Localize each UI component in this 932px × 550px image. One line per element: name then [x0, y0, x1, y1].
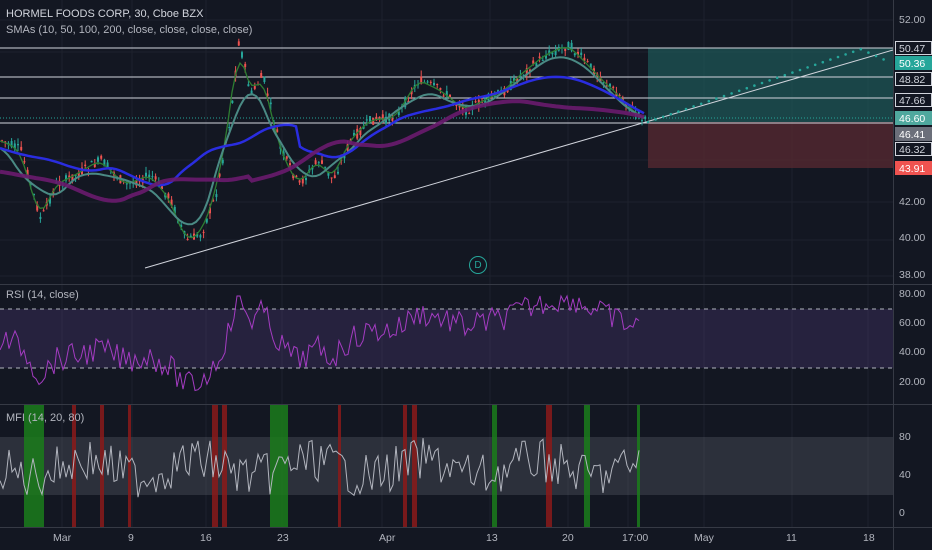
- time-tick: Apr: [379, 532, 396, 544]
- mfi-legend[interactable]: MFI (14, 20, 80): [6, 412, 85, 424]
- trendline[interactable]: [144, 49, 894, 269]
- price-tag: 50.36: [895, 56, 932, 70]
- mfi-tick: 40: [899, 469, 911, 481]
- sma-legend[interactable]: SMAs (10, 50, 100, 200, close, close, cl…: [6, 24, 253, 36]
- time-tick: 23: [277, 532, 289, 544]
- dividend-badge[interactable]: D: [469, 256, 487, 274]
- price-tick: 42.00: [899, 196, 926, 208]
- long-stop-zone[interactable]: [648, 122, 893, 168]
- price-tag: 46.41: [895, 127, 932, 141]
- price-tag: 43.91: [895, 161, 932, 175]
- time-tick: 9: [128, 532, 134, 544]
- time-tick: 17:00: [622, 532, 649, 544]
- projection-dots: [646, 47, 885, 124]
- rsi-tick: 80.00: [899, 288, 926, 300]
- time-tick: Mar: [53, 532, 72, 544]
- time-tick: 11: [786, 532, 797, 544]
- time-tick: 20: [562, 532, 574, 544]
- rsi-tick: 20.00: [899, 376, 926, 388]
- price-tag: 46.60: [895, 111, 932, 125]
- mfi-line: [0, 438, 640, 498]
- sma-lines: [0, 46, 645, 239]
- rsi-tick: 60.00: [899, 317, 926, 329]
- price-tag: 50.47: [895, 41, 932, 55]
- mfi-tick: 80: [899, 431, 911, 443]
- time-tick: 18: [863, 532, 875, 544]
- price-tag: 46.32: [895, 142, 932, 156]
- mfi-tick: 0: [899, 507, 905, 519]
- price-tag: 48.82: [895, 72, 932, 86]
- rsi-legend[interactable]: RSI (14, close): [6, 289, 79, 301]
- symbol-legend[interactable]: HORMEL FOODS CORP, 30, Cboe BZX: [6, 8, 204, 20]
- time-tick: May: [694, 532, 714, 544]
- rsi-pane[interactable]: [0, 294, 893, 392]
- mfi-pane[interactable]: [0, 405, 893, 527]
- time-tick: 13: [486, 532, 498, 544]
- time-tick: 16: [200, 532, 212, 544]
- rsi-line: [0, 294, 640, 392]
- candlestick-series: [1, 38, 647, 242]
- price-tick: 52.00: [899, 14, 926, 26]
- price-tag: 47.66: [895, 93, 932, 107]
- price-tick: 40.00: [899, 232, 926, 244]
- price-pane[interactable]: [0, 38, 894, 269]
- price-tick: 38.00: [899, 269, 926, 281]
- rsi-tick: 40.00: [899, 346, 926, 358]
